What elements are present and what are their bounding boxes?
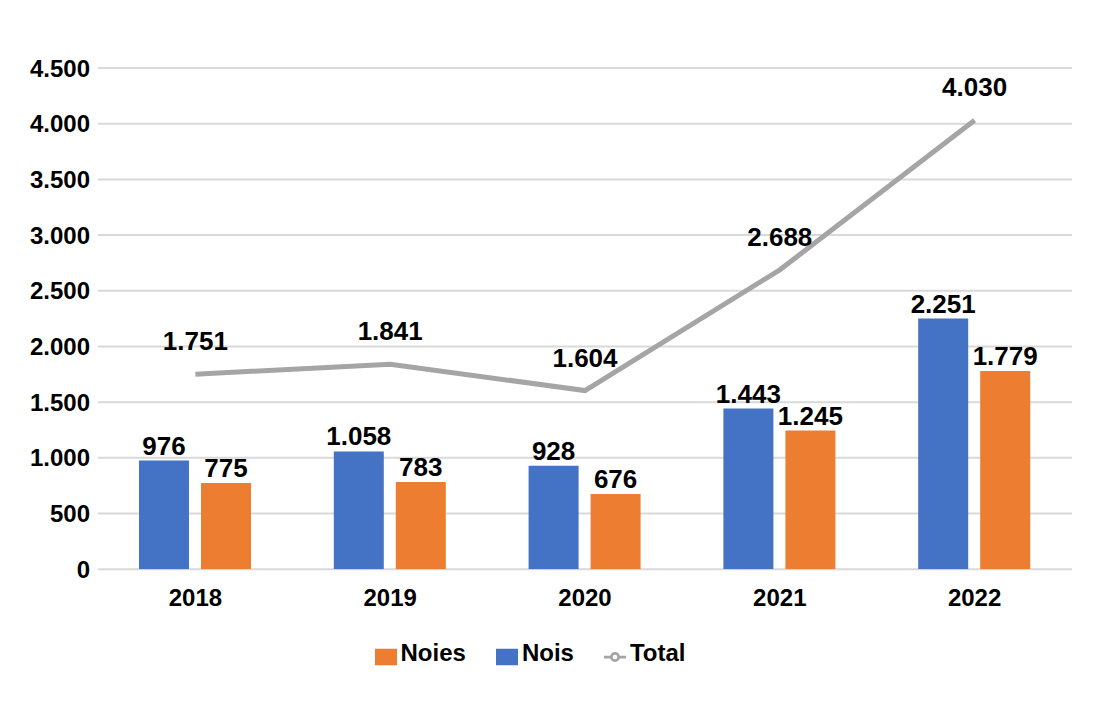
svg-text:2.688: 2.688	[747, 222, 812, 252]
html-text:Total: Total	[629, 639, 686, 667]
svg-text:928: 928	[532, 436, 575, 466]
svg-text:2021: 2021	[753, 584, 806, 611]
svg-text:4.500: 4.500	[30, 55, 90, 82]
svg-text:976: 976	[142, 431, 185, 461]
svg-text:3.500: 3.500	[30, 166, 90, 193]
svg-text:2.000: 2.000	[30, 333, 90, 360]
svg-text:4.000: 4.000	[30, 110, 90, 137]
svg-text:1.500: 1.500	[30, 389, 90, 416]
svg-text:0: 0	[77, 556, 90, 583]
svg-text:1.058: 1.058	[326, 421, 391, 451]
svg-text:1.779: 1.779	[973, 341, 1038, 371]
html-text:Noies: Noies	[400, 639, 466, 667]
svg-text:1.443: 1.443	[716, 379, 781, 409]
svg-text:1.245: 1.245	[778, 401, 843, 431]
svg-text:1.604: 1.604	[552, 343, 618, 373]
svg-text:2022: 2022	[948, 584, 1001, 611]
svg-text:2.500: 2.500	[30, 277, 90, 304]
svg-text:1.751: 1.751	[163, 326, 228, 356]
svg-text:4.030: 4.030	[942, 72, 1007, 102]
svg-text:500: 500	[50, 500, 90, 527]
svg-text:2.251: 2.251	[911, 289, 976, 319]
svg-text:1.000: 1.000	[30, 444, 90, 471]
html-text:Nois: Nois	[521, 639, 574, 667]
svg-text:1.841: 1.841	[358, 316, 423, 346]
svg-text:676: 676	[594, 464, 637, 494]
svg-text:2018: 2018	[169, 584, 222, 611]
svg-text:775: 775	[204, 453, 247, 483]
svg-text:2019: 2019	[364, 584, 417, 611]
svg-text:783: 783	[399, 452, 442, 482]
svg-text:2020: 2020	[558, 584, 611, 611]
svg-text:3.000: 3.000	[30, 222, 90, 249]
